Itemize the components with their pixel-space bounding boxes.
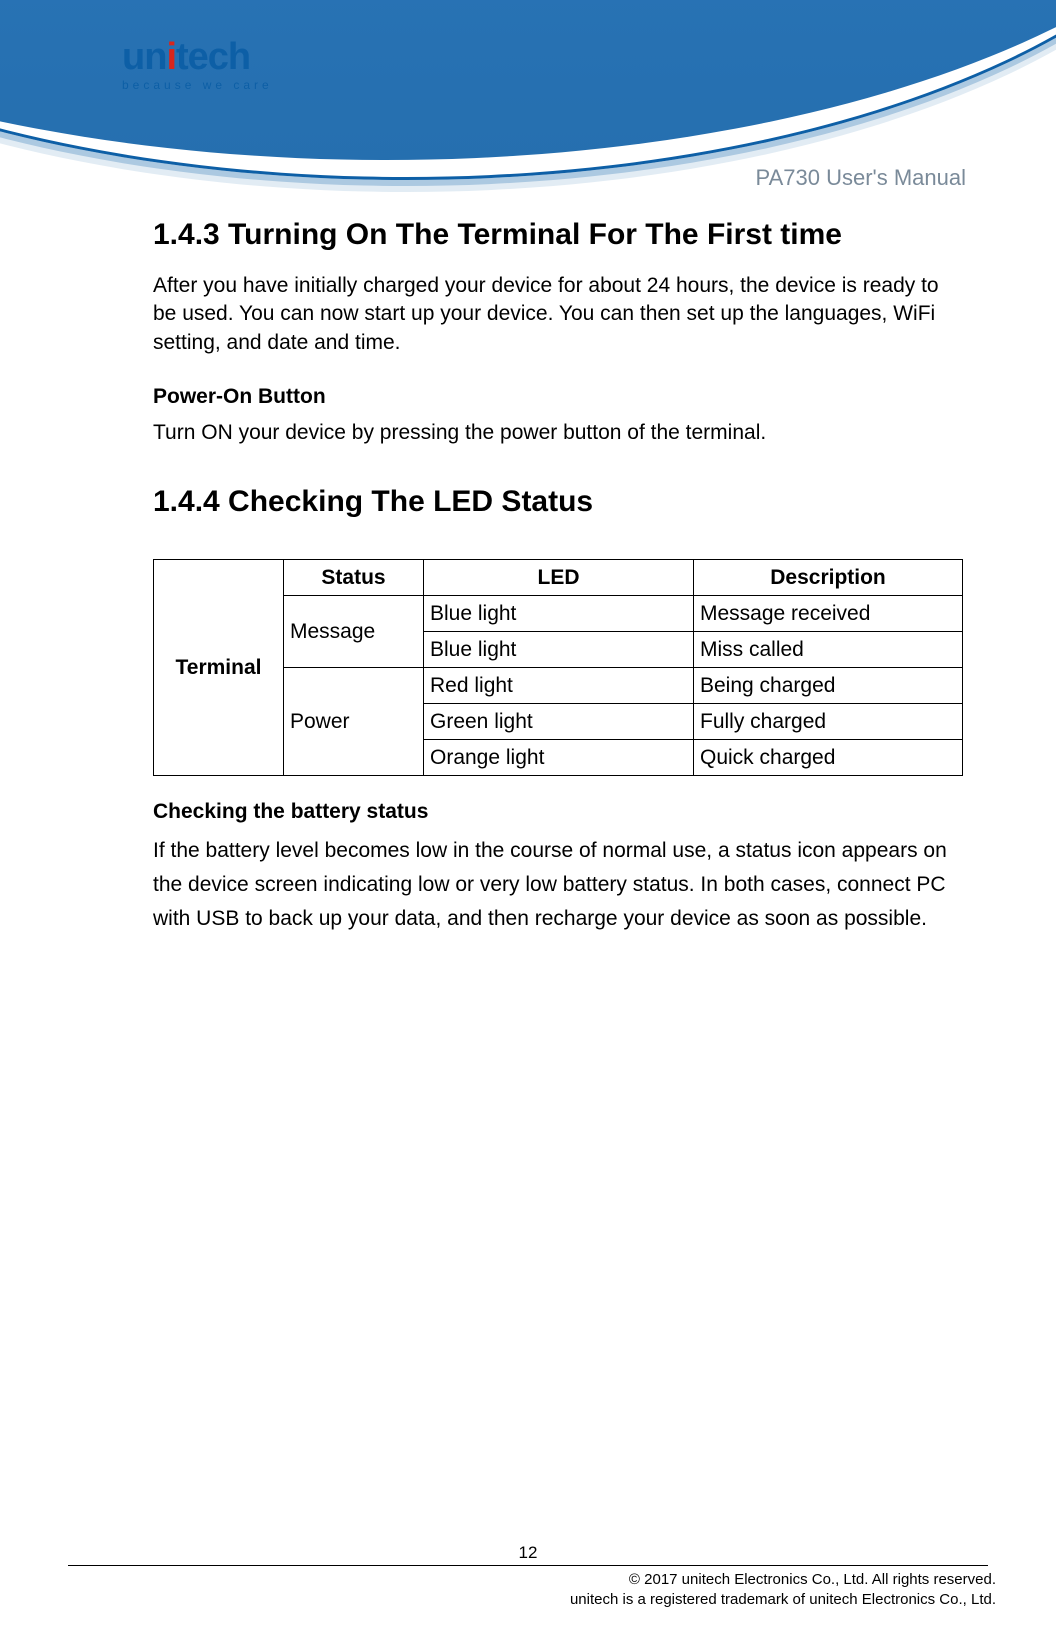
table-cell-led: Orange light <box>424 740 694 776</box>
brand-name-dot: i <box>166 36 176 78</box>
table-cell-led: Green light <box>424 704 694 740</box>
brand-name-part1: un <box>122 36 166 78</box>
section-143-subheading: Power-On Button <box>153 385 963 409</box>
table-cell-status: Power <box>284 668 424 776</box>
section-143-subtext: Turn ON your device by pressing the powe… <box>153 419 963 447</box>
table-cell-desc: Fully charged <box>694 704 963 740</box>
table-cell-led: Red light <box>424 668 694 704</box>
copyright-line2: unitech is a registered trademark of uni… <box>570 1591 996 1608</box>
table-cell-desc: Being charged <box>694 668 963 704</box>
table-cell-led: Blue light <box>424 596 694 632</box>
page-content: 1.4.3 Turning On The Terminal For The Fi… <box>153 218 963 963</box>
copyright-line1: © 2017 unitech Electronics Co., Ltd. All… <box>629 1571 996 1588</box>
section-144-subtext: If the battery level becomes low in the … <box>153 834 963 935</box>
section-heading-144: 1.4.4 Checking The LED Status <box>153 485 963 519</box>
table-header-row: Terminal Status LED Description <box>154 560 963 596</box>
section-143-intro: After you have initially charged your de… <box>153 272 963 357</box>
table-col-description: Description <box>694 560 963 596</box>
section-144-subheading: Checking the battery status <box>153 800 963 824</box>
brand-wordmark: unitech <box>122 38 302 76</box>
brand-logo: unitech because we care <box>122 38 302 92</box>
table-cell-status: Message <box>284 596 424 668</box>
page-footer: 12 © 2017 unitech Electronics Co., Ltd. … <box>0 1543 1056 1611</box>
table-cell-desc: Quick charged <box>694 740 963 776</box>
brand-tagline: because we care <box>122 78 302 92</box>
table-col-status: Status <box>284 560 424 596</box>
table-cell-desc: Message received <box>694 596 963 632</box>
led-status-table: Terminal Status LED Description Message … <box>153 559 963 776</box>
footer-copyright: © 2017 unitech Electronics Co., Ltd. All… <box>0 1570 1056 1611</box>
table-row-header: Terminal <box>154 560 284 776</box>
footer-divider <box>68 1565 988 1566</box>
page-number: 12 <box>0 1543 1056 1563</box>
section-144: 1.4.4 Checking The LED Status Terminal S… <box>153 485 963 935</box>
table-cell-desc: Miss called <box>694 632 963 668</box>
table-cell-led: Blue light <box>424 632 694 668</box>
brand-name-part2: tech <box>176 36 250 78</box>
table-col-led: LED <box>424 560 694 596</box>
document-title: PA730 User's Manual <box>756 165 966 191</box>
section-heading-143: 1.4.3 Turning On The Terminal For The Fi… <box>153 218 963 252</box>
